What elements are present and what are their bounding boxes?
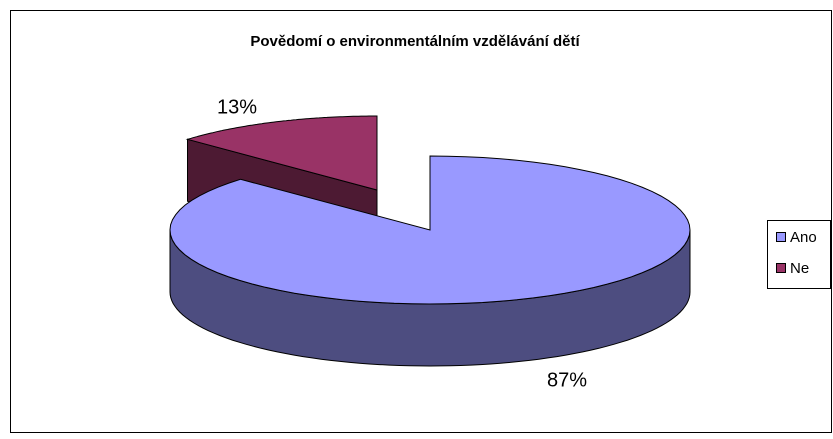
slice (185, 115, 378, 191)
legend-label: Ne (790, 260, 809, 277)
legend-swatch (776, 263, 786, 273)
chart-title: Povědomí o environmentálním vzdělávání d… (250, 33, 580, 50)
legend-box (767, 220, 831, 289)
data-label: 13% (217, 96, 257, 118)
slice (169, 155, 691, 305)
legend-swatch (776, 232, 786, 242)
legend-label: Ano (790, 229, 817, 246)
data-label: 87% (547, 369, 587, 391)
chart-frame (10, 10, 832, 433)
